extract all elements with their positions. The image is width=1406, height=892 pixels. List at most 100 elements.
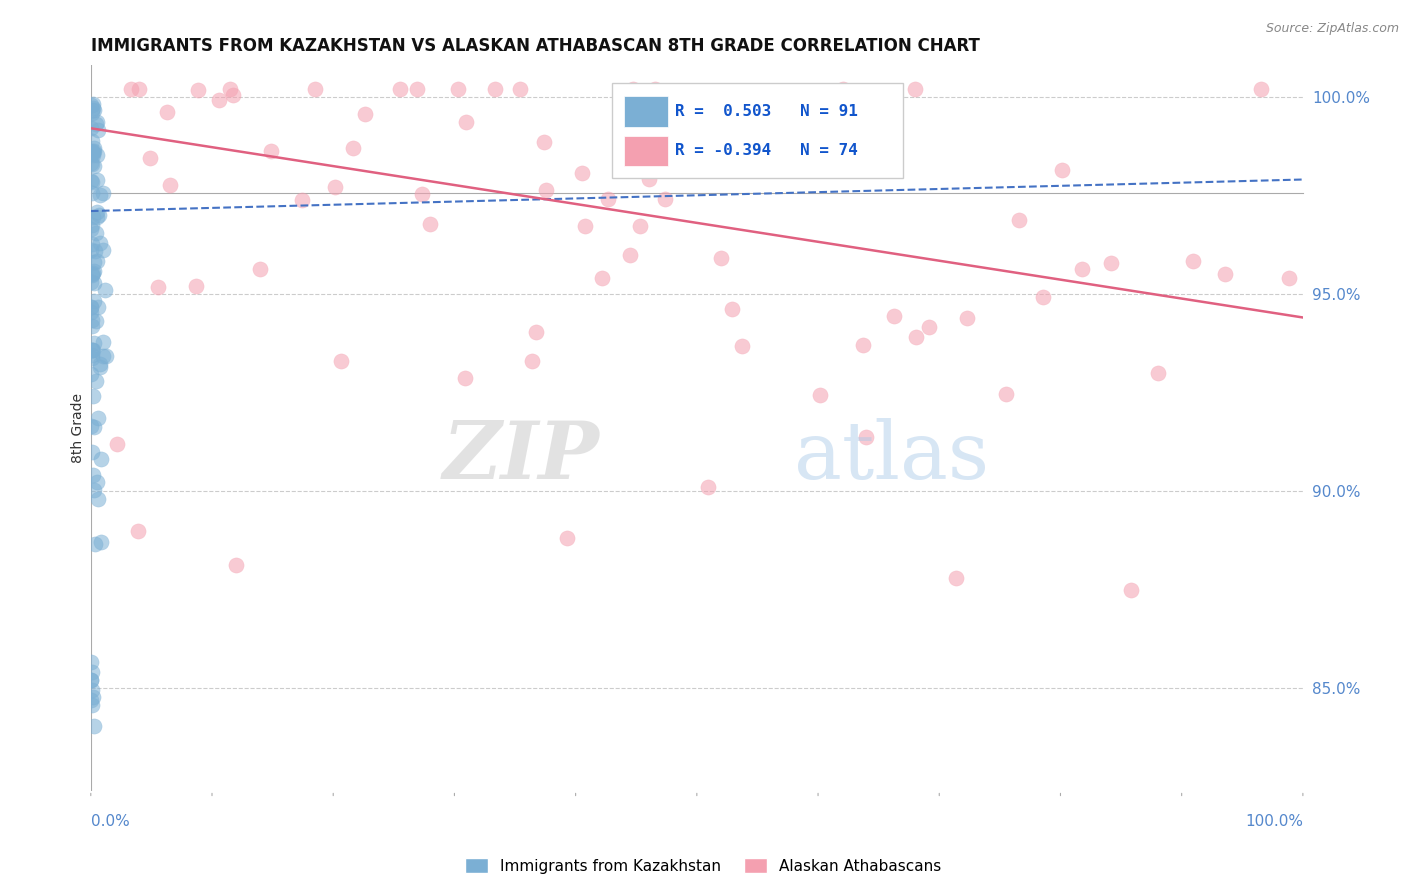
- Point: [388, 82, 411, 96]
- Point: [84, 374, 107, 388]
- Point: [82, 148, 104, 162]
- Point: [260, 144, 283, 158]
- Point: [87, 411, 110, 425]
- Point: [1032, 290, 1054, 304]
- Point: [1050, 163, 1073, 178]
- Point: [86, 475, 108, 489]
- Point: [555, 531, 578, 545]
- Point: [1121, 582, 1143, 597]
- Point: [80, 312, 103, 326]
- FancyBboxPatch shape: [624, 96, 668, 127]
- Point: [721, 302, 744, 317]
- Point: [419, 217, 441, 231]
- Point: [89, 360, 111, 375]
- Point: [290, 193, 312, 207]
- Point: [1099, 256, 1122, 270]
- Point: [447, 82, 470, 96]
- Point: [1181, 254, 1204, 268]
- Text: ZIP: ZIP: [443, 418, 600, 496]
- Point: [80, 351, 103, 365]
- Point: [83, 276, 105, 290]
- Point: [80, 222, 103, 236]
- Point: [127, 524, 149, 538]
- Point: [80, 301, 103, 315]
- Point: [80, 121, 103, 136]
- Point: [80, 268, 103, 282]
- Point: [832, 82, 855, 96]
- Point: [91, 186, 114, 200]
- FancyBboxPatch shape: [612, 83, 903, 178]
- Point: [1008, 213, 1031, 227]
- Point: [574, 219, 596, 233]
- Point: [621, 82, 644, 96]
- Point: [90, 451, 112, 466]
- Point: [249, 262, 271, 277]
- Point: [534, 183, 557, 197]
- Point: [598, 192, 620, 206]
- Point: [159, 178, 181, 193]
- Point: [405, 82, 427, 96]
- Point: [82, 468, 104, 483]
- Text: R =  0.503   N = 91: R = 0.503 N = 91: [675, 104, 858, 120]
- Point: [84, 244, 107, 259]
- Point: [80, 367, 103, 381]
- Point: [83, 264, 105, 278]
- Point: [83, 159, 105, 173]
- Point: [94, 284, 117, 298]
- Point: [86, 172, 108, 186]
- Point: [91, 349, 114, 363]
- Text: IMMIGRANTS FROM KAZAKHSTAN VS ALASKAN ATHABASCAN 8TH GRADE CORRELATION CHART: IMMIGRANTS FROM KAZAKHSTAN VS ALASKAN AT…: [91, 37, 980, 55]
- Point: [80, 135, 103, 149]
- Point: [222, 87, 245, 102]
- Point: [80, 300, 103, 314]
- Point: [86, 300, 108, 314]
- Point: [86, 115, 108, 129]
- Point: [80, 305, 103, 319]
- Point: [82, 389, 104, 403]
- Point: [91, 243, 114, 257]
- Legend: Immigrants from Kazakhstan, Alaskan Athabascans: Immigrants from Kazakhstan, Alaskan Atha…: [458, 852, 948, 880]
- Point: [484, 82, 506, 96]
- Point: [82, 145, 104, 160]
- Point: [90, 535, 112, 549]
- Point: [82, 186, 104, 201]
- Point: [105, 437, 128, 451]
- Point: [353, 107, 375, 121]
- Point: [524, 325, 547, 339]
- Point: [697, 479, 720, 493]
- Point: [80, 418, 103, 433]
- Point: [139, 151, 162, 165]
- Point: [731, 339, 754, 353]
- Point: [225, 558, 247, 573]
- Point: [80, 343, 103, 357]
- Point: [1278, 270, 1301, 285]
- Point: [89, 188, 111, 202]
- Point: [83, 420, 105, 434]
- Point: [304, 82, 326, 96]
- Point: [80, 156, 103, 170]
- Point: [82, 682, 104, 697]
- Point: [208, 93, 231, 107]
- Point: [80, 267, 103, 281]
- Point: [187, 83, 209, 97]
- Point: [628, 219, 651, 233]
- Point: [86, 147, 108, 161]
- Point: [1250, 82, 1272, 96]
- Point: [905, 329, 928, 343]
- Point: [710, 251, 733, 265]
- Point: [851, 337, 873, 351]
- Point: [184, 279, 207, 293]
- Point: [82, 145, 104, 160]
- Point: [91, 335, 114, 350]
- Point: [83, 537, 105, 551]
- Text: R = -0.394   N = 74: R = -0.394 N = 74: [675, 144, 858, 158]
- Point: [956, 310, 979, 325]
- Point: [80, 673, 103, 687]
- Point: [731, 142, 754, 156]
- Point: [80, 445, 103, 459]
- Point: [453, 371, 475, 385]
- Point: [329, 354, 352, 368]
- Y-axis label: 8th Grade: 8th Grade: [72, 392, 86, 463]
- Point: [644, 82, 666, 96]
- Point: [80, 218, 103, 232]
